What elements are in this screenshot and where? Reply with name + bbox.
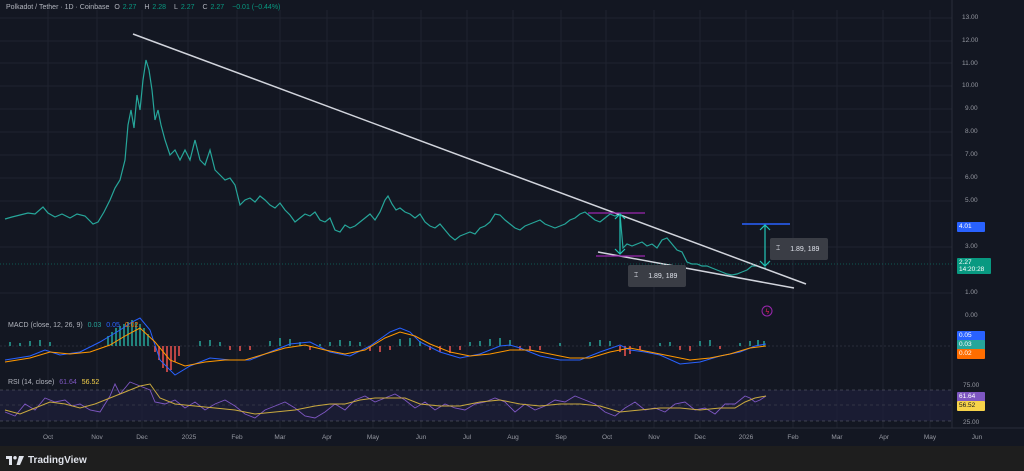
rsi-ma-value: 56.52 [81, 379, 100, 386]
grid-lines [0, 10, 952, 428]
lower-trendline[interactable] [597, 251, 795, 289]
tradingview-logo-icon [6, 456, 24, 465]
rsi-tick: 75.00 [963, 382, 980, 389]
macd-hist-value: 0.03 [87, 322, 102, 329]
price-tick: 8.00 [965, 128, 978, 135]
price-tick: 1.00 [965, 289, 978, 296]
chart-frame: ϟ Polkadot / Tether · 1D · Coinbase O 2.2… [0, 0, 1024, 446]
bar-countdown: 14:20:28 [959, 266, 985, 273]
price-tick: 13.00 [962, 14, 979, 21]
macd-badge: 0.05 [957, 331, 985, 341]
time-label: Nov [91, 434, 103, 441]
macd-title: MACD (close, 12, 26, 9) [8, 322, 83, 329]
price-tick: 10.00 [962, 82, 979, 89]
symbol-legend[interactable]: Polkadot / Tether · 1D · Coinbase O 2.27 … [6, 4, 283, 11]
price-tick: 3.00 [965, 243, 978, 250]
time-label: May [366, 434, 380, 441]
time-label: Dec [694, 434, 706, 441]
range-icon: ⌶ [776, 245, 781, 252]
rsi-ma-line [4, 383, 767, 415]
macd-badge: 0.03 [957, 340, 985, 350]
price-tick: 12.00 [962, 37, 979, 44]
price-tick: 9.00 [965, 105, 978, 112]
macd-line [4, 317, 767, 376]
ohlc-low: L 2.27 [174, 4, 195, 11]
price-tick: 7.00 [965, 151, 978, 158]
time-label: Feb [787, 434, 799, 441]
last-price-value: 2.27 [959, 259, 972, 266]
rsi-ma-badge: 56.52 [957, 401, 985, 411]
time-label: 2026 [738, 434, 754, 441]
macd-badge: 0.02 [957, 349, 985, 359]
time-label: Nov [648, 434, 660, 441]
time-label: Jun [971, 434, 983, 441]
rsi-value: 61.64 [59, 379, 77, 386]
time-label: Jul [462, 434, 472, 441]
price-candles [4, 59, 766, 276]
time-label: Oct [601, 434, 613, 441]
time-label: Mar [274, 434, 286, 441]
price-tick: 6.00 [965, 174, 978, 181]
rsi-legend[interactable]: RSI (14, close) 61.64 56.52 [8, 379, 102, 386]
macd-signal-value: 0.02 [124, 322, 139, 329]
rsi-band [0, 390, 952, 421]
measure-arrow-right[interactable] [759, 224, 771, 267]
measure-arrow-left[interactable] [614, 213, 626, 255]
time-label: Sep [555, 434, 567, 441]
tradingview-logo-text: TradingView [28, 455, 87, 466]
tradingview-logo[interactable]: TradingView [6, 455, 87, 466]
price-tick: 11.00 [962, 60, 978, 67]
signal-line [4, 327, 767, 367]
time-label: 2025 [181, 434, 197, 441]
chart-canvas[interactable]: ϟ [0, 0, 1024, 446]
time-label: Oct [42, 434, 54, 441]
time-label: Aug [507, 434, 519, 441]
ohlc-close: C 2.27 [202, 4, 225, 11]
time-label: Mar [831, 434, 843, 441]
lightning-glyph: ϟ [765, 308, 770, 316]
rsi-badge: 61.64 [957, 392, 985, 402]
ohlc-high: H 2.28 [144, 4, 167, 11]
measure-label-right[interactable]: ⌶ 1.89, 189 [770, 238, 828, 260]
ohlc-open: O 2.27 [114, 4, 137, 11]
macd-legend[interactable]: MACD (close, 12, 26, 9) 0.03 0.05 0.02 [8, 322, 141, 329]
time-label: Apr [321, 434, 333, 441]
price-change: −0.01 (−0.44%) [232, 4, 281, 11]
time-label: Dec [136, 434, 148, 441]
last-price-badge: 2.27 14:20:28 [957, 258, 991, 274]
macd-line-value: 0.05 [106, 322, 120, 329]
time-label: Apr [878, 434, 890, 441]
time-label: Jun [415, 434, 427, 441]
range-icon: ⌶ [634, 272, 639, 279]
footer-bar [0, 446, 1024, 471]
macd-histogram [9, 320, 765, 372]
measure-label-left[interactable]: ⌶ 1.89, 189 [628, 265, 686, 287]
time-label: Feb [231, 434, 243, 441]
rsi-title: RSI (14, close) [8, 379, 55, 386]
rsi-tick: 25.00 [963, 419, 980, 426]
target-price-badge: 4.01 [957, 222, 985, 232]
price-tick: 5.00 [965, 197, 978, 204]
upper-trendline[interactable] [132, 33, 807, 285]
time-label: May [923, 434, 937, 441]
symbol-title: Polkadot / Tether · 1D · Coinbase [6, 4, 110, 11]
lightning-icon[interactable] [761, 305, 773, 317]
price-tick: 0.00 [965, 312, 978, 319]
